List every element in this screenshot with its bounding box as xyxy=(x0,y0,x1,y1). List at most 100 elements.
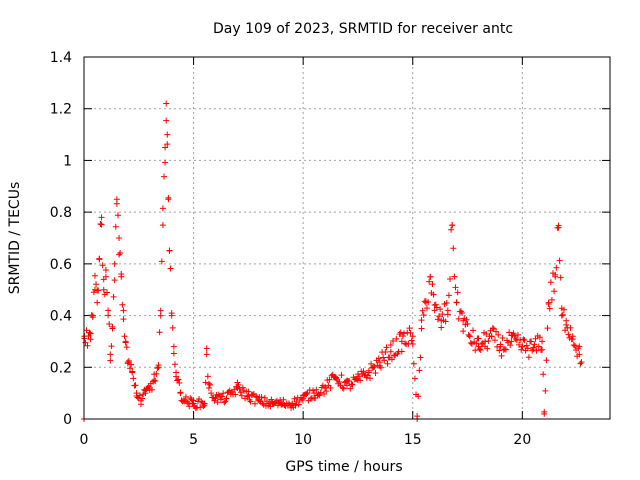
data-point xyxy=(316,392,323,399)
data-point xyxy=(398,338,405,345)
data-point xyxy=(217,396,224,403)
data-point xyxy=(460,328,467,335)
data-point xyxy=(555,224,562,231)
data-point xyxy=(475,343,482,350)
data-point xyxy=(559,311,566,318)
data-point xyxy=(120,307,127,314)
data-point xyxy=(419,307,426,314)
data-point xyxy=(95,287,102,294)
data-point xyxy=(187,395,194,402)
data-point xyxy=(205,384,212,391)
x-tick-label: 5 xyxy=(189,432,198,448)
data-point xyxy=(165,196,172,203)
data-point xyxy=(512,336,519,343)
data-point xyxy=(249,391,256,398)
y-tick-label: 1.4 xyxy=(50,50,72,66)
data-point xyxy=(439,311,446,318)
y-tick-label: 1 xyxy=(63,153,72,169)
data-point xyxy=(170,343,177,350)
data-point xyxy=(258,394,265,401)
data-point xyxy=(365,369,372,376)
data-point xyxy=(453,299,460,306)
data-point xyxy=(556,257,563,264)
data-point xyxy=(130,375,137,382)
data-point xyxy=(156,329,163,336)
data-point xyxy=(545,299,552,306)
data-point xyxy=(495,331,502,338)
data-point xyxy=(544,325,551,332)
data-point xyxy=(415,393,422,400)
data-point xyxy=(245,392,252,399)
data-point xyxy=(387,342,394,349)
data-point xyxy=(383,344,390,351)
data-point xyxy=(295,401,302,408)
data-point xyxy=(190,400,197,407)
data-point xyxy=(274,402,281,409)
data-point xyxy=(222,398,229,405)
data-point xyxy=(132,382,139,389)
data-point xyxy=(122,338,129,345)
data-point xyxy=(539,346,546,353)
data-point xyxy=(557,274,564,281)
data-point xyxy=(390,338,397,345)
data-point xyxy=(232,391,239,398)
data-point xyxy=(203,345,210,352)
data-point xyxy=(533,347,540,354)
chart-title: Day 109 of 2023, SRMTID for receiver ant… xyxy=(213,21,513,37)
data-point xyxy=(353,376,360,383)
data-point xyxy=(163,100,170,107)
y-tick-label: 0.6 xyxy=(50,257,72,273)
data-point xyxy=(477,347,484,354)
data-point xyxy=(82,339,89,346)
data-point xyxy=(388,356,395,363)
data-point xyxy=(346,377,353,384)
data-point xyxy=(253,393,260,400)
data-point xyxy=(547,279,554,286)
data-point xyxy=(185,400,192,407)
data-point xyxy=(514,331,521,338)
data-point xyxy=(546,305,553,312)
data-point xyxy=(214,399,221,406)
data-point xyxy=(234,384,241,391)
data-point xyxy=(576,351,583,358)
data-point xyxy=(259,400,266,407)
data-point xyxy=(86,329,93,336)
data-point xyxy=(409,333,416,340)
data-point xyxy=(326,376,333,383)
data-point xyxy=(398,348,405,355)
data-point xyxy=(336,378,343,385)
x-axis-label: GPS time / hours xyxy=(285,459,402,475)
data-point xyxy=(247,398,254,405)
data-point xyxy=(107,351,114,358)
data-point xyxy=(376,359,383,366)
data-point xyxy=(160,173,167,180)
data-point xyxy=(558,312,565,319)
data-point xyxy=(173,369,180,376)
data-point xyxy=(391,352,398,359)
data-point xyxy=(384,360,391,367)
data-point xyxy=(111,277,118,284)
data-point xyxy=(539,338,546,345)
data-point xyxy=(300,395,307,402)
data-point xyxy=(450,245,457,252)
data-point xyxy=(289,400,296,407)
data-point xyxy=(381,357,388,364)
data-point xyxy=(223,395,230,402)
data-point xyxy=(157,312,164,319)
data-point xyxy=(304,390,311,397)
data-point xyxy=(454,289,461,296)
data-point xyxy=(333,374,340,381)
data-point xyxy=(519,343,526,350)
data-point xyxy=(473,340,480,347)
data-point xyxy=(203,351,210,358)
data-point xyxy=(429,281,436,288)
data-point xyxy=(170,350,177,357)
data-point xyxy=(109,325,116,332)
data-point xyxy=(129,369,136,376)
data-point xyxy=(237,389,244,396)
data-point xyxy=(540,371,547,378)
data-point xyxy=(528,338,535,345)
data-point xyxy=(565,331,572,338)
data-point xyxy=(434,316,441,323)
